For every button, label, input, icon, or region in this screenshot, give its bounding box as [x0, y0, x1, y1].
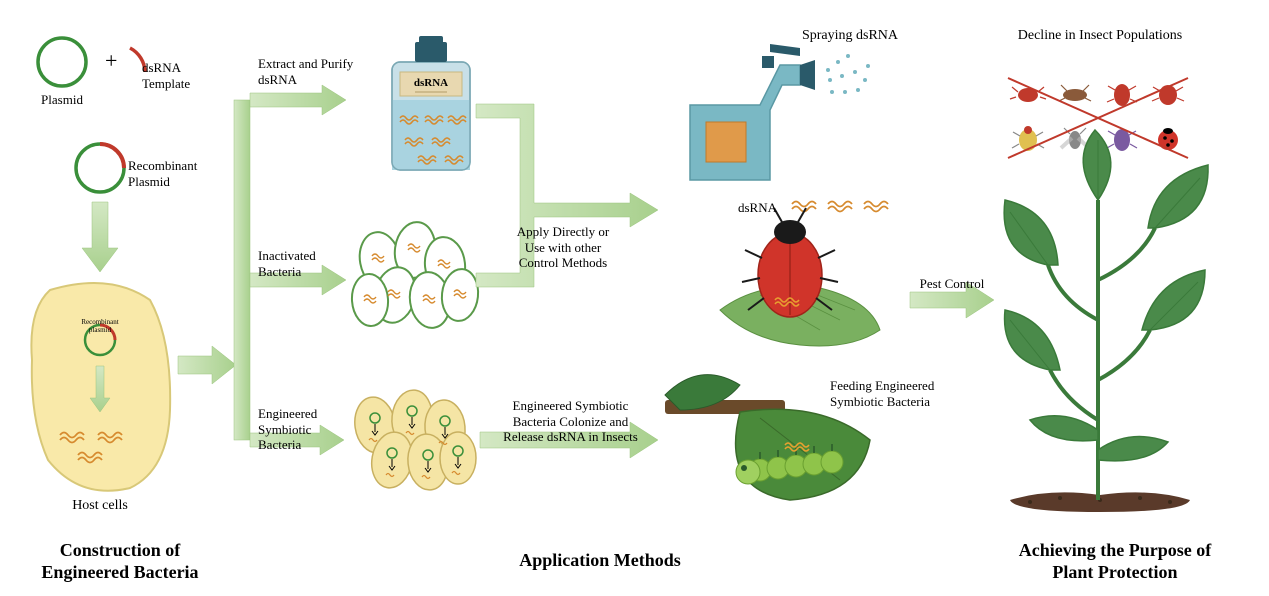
spray-bottle-icon [690, 44, 870, 180]
inactivated-bacteria-icon [350, 219, 480, 330]
svg-text:dsRNA: dsRNA [414, 77, 448, 89]
apply-directly-label: Apply Directly or Use with other Control… [498, 224, 628, 271]
extract-purify-label: Extract and Purify dsRNA [258, 56, 378, 87]
recombinant-tiny-label: Recombinant plasmid [72, 318, 128, 335]
host-cells-label: Host cells [60, 498, 140, 515]
beetle-leaf-icon [720, 208, 880, 346]
arrow-host-to-branches [178, 346, 236, 384]
host-cell-icon [31, 283, 170, 491]
symbiotic-bacteria-icon [351, 388, 476, 492]
dsrna-floating-icon [792, 202, 888, 212]
colonize-release-label: Engineered Symbiotic Bacteria Colonize a… [488, 398, 653, 445]
branch-trunk [234, 100, 250, 440]
recombinant-plasmid-label: Recombinant Plasmid [128, 158, 228, 189]
feeding-bacteria-label: Feeding Engineered Symbiotic Bacteria [830, 378, 970, 409]
dsrna-bottle-icon: dsRNA [392, 36, 470, 170]
plant-icon [1004, 130, 1208, 512]
section-application-title: Application Methods [490, 550, 710, 572]
spraying-dsrna-label: Spraying dsRNA [790, 28, 910, 45]
arrow-branch-purify [250, 85, 346, 115]
engineered-symbiotic-label: Engineered Symbiotic Bacteria [258, 406, 338, 453]
dsrna-spray-label: dsRNA [730, 200, 785, 216]
inactivated-bacteria-label: Inactivated Bacteria [258, 248, 338, 279]
arrow-recombinant-to-host [82, 202, 118, 272]
plus-sign: + [105, 48, 117, 73]
dsrna-template-label: dsRNA Template [142, 60, 212, 91]
recombinant-plasmid-icon [76, 144, 124, 192]
section-purpose-title: Achieving the Purpose of Plant Protectio… [990, 540, 1240, 583]
plasmid-label: Plasmid [38, 92, 86, 108]
pest-control-label: Pest Control [912, 276, 992, 292]
section-construction-title: Construction of Engineered Bacteria [20, 540, 220, 583]
plasmid-icon [38, 38, 86, 86]
decline-populations-label: Decline in Insect Populations [1000, 28, 1200, 45]
